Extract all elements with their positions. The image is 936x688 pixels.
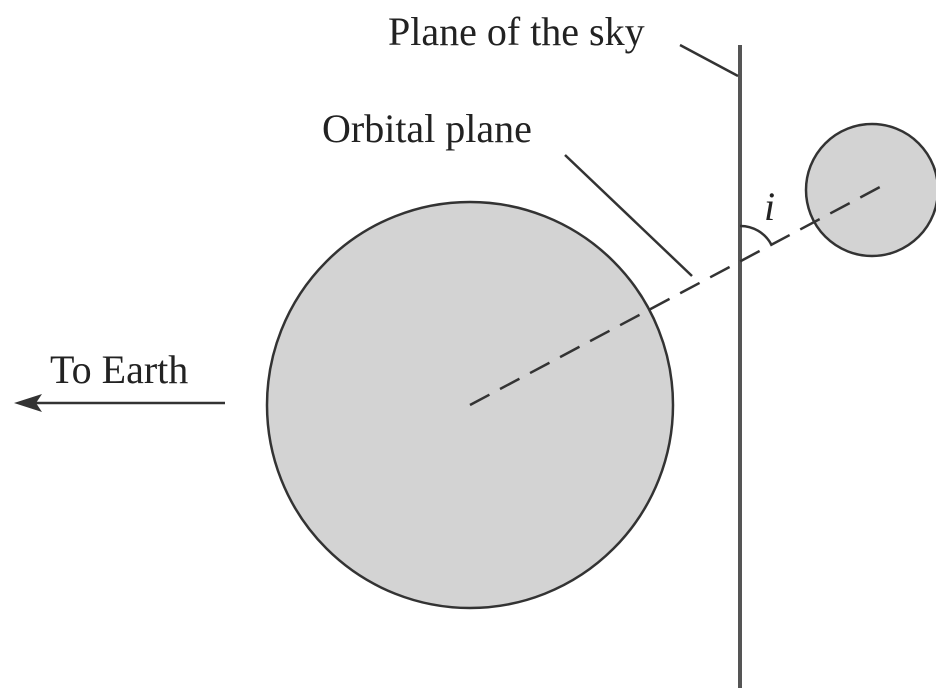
secondary-star: [804, 122, 936, 258]
sky-leader: [679, 43, 739, 78]
to-earth-label: To Earth: [50, 347, 188, 392]
orbital-plane-label: Orbital plane: [322, 106, 532, 151]
orbital-plane-line: [469, 185, 881, 407]
orbital-leader: [564, 154, 693, 277]
earth-arrow-head: [14, 394, 42, 412]
plane-of-sky-label: Plane of the sky: [388, 9, 645, 54]
inclination-arc: [739, 224, 773, 245]
inclination-label: i: [764, 184, 775, 229]
